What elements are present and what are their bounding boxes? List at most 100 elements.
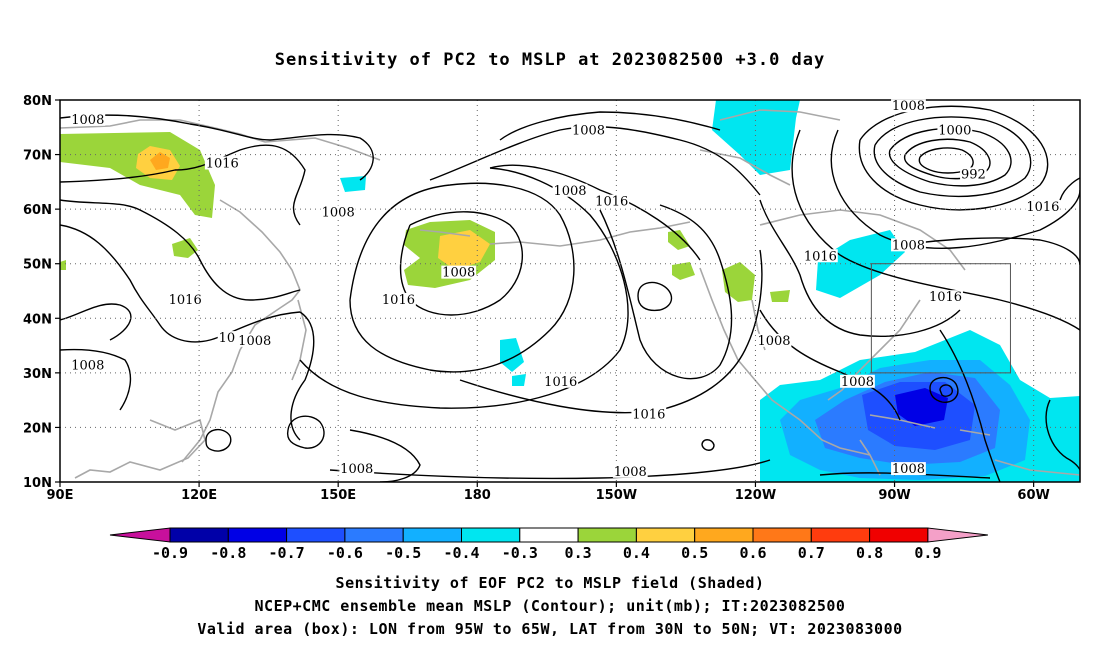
colorbar-swatch <box>227 527 288 543</box>
shade-cyan <box>712 100 800 175</box>
contour-label: 1008 <box>340 462 373 477</box>
contour-label-bg <box>204 156 240 170</box>
footer-line-2: NCEP+CMC ensemble mean MSLP (Contour); u… <box>254 597 846 615</box>
contour-label-bg <box>937 123 973 137</box>
colorbar-label: 0.4 <box>623 544 650 562</box>
contour-label: 1016 <box>382 293 415 308</box>
chart-title: Sensitivity of PC2 to MSLP at 2023082500… <box>274 50 826 70</box>
contour-label-bg <box>891 99 926 113</box>
contour-label: 1016 <box>632 408 665 423</box>
contour-label: 1008 <box>71 358 104 373</box>
contour-label: 1008 <box>757 334 790 349</box>
x-tick-label: 90E <box>47 488 74 503</box>
contour-label-bg <box>339 462 375 476</box>
contour-label: 1008 <box>572 124 605 139</box>
shade-green <box>722 262 755 302</box>
y-tick-label: 70N <box>23 149 52 164</box>
contour-label-bg <box>756 333 792 347</box>
valid-area-box <box>870 263 1011 374</box>
contour-label: 1008 <box>238 334 271 349</box>
colorbar-swatch <box>286 527 346 543</box>
x-tick-label: 60W <box>1017 488 1049 503</box>
contour-label: 1016 <box>169 293 202 308</box>
contour-label-bg <box>594 194 630 208</box>
colorbar-label: -0.6 <box>327 544 363 562</box>
shade-green <box>60 132 215 218</box>
colorbar-low-arrow <box>109 527 171 543</box>
contour-label-bg <box>1025 200 1061 214</box>
contour-label-bg <box>552 183 588 197</box>
contour-label-bg <box>960 167 987 181</box>
x-tick-label: 120W <box>735 488 776 503</box>
footer-line-1: Sensitivity of EOF PC2 to MSLP field (Sh… <box>335 574 765 592</box>
x-tick-label: 150E <box>320 488 356 503</box>
colorbar-label: -0.9 <box>152 544 188 562</box>
contour-label-bg <box>571 123 606 137</box>
colorbar-label: -0.5 <box>385 544 421 562</box>
colorbar-swatch <box>461 527 521 543</box>
colorbar-swatch <box>519 527 579 543</box>
contour-label-bg <box>612 464 648 478</box>
colorbar-swatch <box>577 527 637 543</box>
shade-green <box>60 260 66 270</box>
contour-label-bg <box>441 265 477 279</box>
y-tick-label: 60N <box>23 203 52 218</box>
colorbar-label: 0.9 <box>914 544 941 562</box>
contour-label: 1016 <box>595 195 628 210</box>
contour-label: 1008 <box>71 113 104 128</box>
contour-label-bg <box>167 292 203 306</box>
contour-label-bg <box>928 290 963 304</box>
colorbar-swatch <box>810 527 871 543</box>
contour-label: 1016 <box>206 156 239 171</box>
colorbar-swatch <box>752 527 812 543</box>
colorbar-swatch <box>869 527 929 543</box>
colorbar-swatch <box>694 527 754 543</box>
shade-dark-blue <box>895 388 948 426</box>
shade-cyan <box>500 338 524 372</box>
colorbar-swatch <box>635 527 696 543</box>
map-frame <box>59 99 1081 483</box>
contour-label: 1008 <box>442 266 475 281</box>
footer-line-3: Valid area (box): LON from 95W to 65W, L… <box>197 620 903 638</box>
contour-label: 1008 <box>892 462 925 477</box>
shade-orange <box>150 152 170 170</box>
contour-label-bg <box>891 462 926 476</box>
contour-label-bg <box>802 249 838 263</box>
x-tick-label: 120E <box>181 488 217 503</box>
mslp-contours <box>60 105 1080 482</box>
y-tick-label: 30N <box>23 367 52 382</box>
colorbar-swatch <box>402 527 463 543</box>
contour-label: 1008 <box>614 465 647 480</box>
colorbar-label: -0.7 <box>269 544 305 562</box>
y-axis-ticks: 10N 20N 30N 40N 50N 60N 70N 80N <box>23 94 60 491</box>
shade-green <box>172 238 198 258</box>
contour-label-bg <box>70 358 106 372</box>
colorbar: -0.9 -0.8 -0.7 -0.6 -0.5 -0.4 -0.3 0.3 0.4 0.5 0.6… <box>109 527 988 562</box>
contour-label-bg <box>70 112 106 126</box>
contour-label: 10 <box>219 331 236 346</box>
shade-cyan <box>512 374 526 386</box>
x-axis-ticks: 90E 120E 150E 180 150W 120W 90W 60W <box>47 482 1050 503</box>
shade-green <box>668 230 690 250</box>
contour-label-bg <box>381 292 416 306</box>
colorbar-label: -0.4 <box>443 544 479 562</box>
y-tick-label: 20N <box>23 421 52 436</box>
colorbar-label: 0.8 <box>856 544 883 562</box>
contour-label-bg <box>631 407 667 421</box>
y-tick-label: 50N <box>23 258 52 273</box>
colorbar-label: -0.8 <box>210 544 246 562</box>
contour-label-bg <box>320 205 356 219</box>
contour-label: 1008 <box>892 238 925 253</box>
contour-label-bg <box>217 331 237 345</box>
x-tick-label: 180 <box>464 488 491 503</box>
contour-label-bg <box>237 333 273 347</box>
y-tick-label: 80N <box>23 94 52 109</box>
shade-green <box>672 262 695 280</box>
y-tick-label: 10N <box>23 476 52 491</box>
x-tick-label: 150W <box>596 488 637 503</box>
colorbar-label: 0.3 <box>565 544 592 562</box>
contour-label: 1016 <box>929 290 962 305</box>
y-tick-label: 40N <box>23 312 52 327</box>
